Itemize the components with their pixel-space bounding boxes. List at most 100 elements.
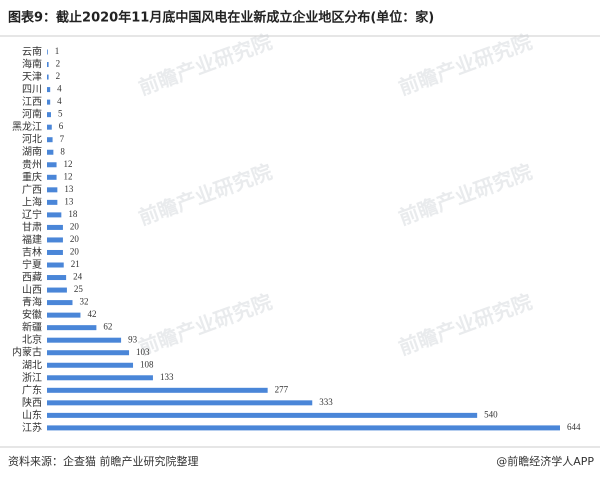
- value-label: 4: [57, 84, 62, 94]
- value-label: 4: [57, 96, 62, 106]
- bar: [47, 74, 49, 80]
- y-tick-label: 浙江: [22, 372, 42, 384]
- y-tick-label: 福建: [22, 233, 42, 246]
- bar: [47, 124, 52, 130]
- y-tick-label: 北京: [22, 333, 42, 346]
- value-label: 62: [103, 322, 112, 332]
- bar: [47, 337, 122, 343]
- bar: [47, 137, 53, 143]
- value-label: 133: [160, 372, 174, 382]
- y-tick-label: 湖南: [22, 145, 42, 158]
- bar: [47, 174, 57, 180]
- value-label: 24: [73, 272, 83, 282]
- y-tick-label: 云南: [22, 45, 42, 58]
- value-label: 8: [60, 146, 65, 156]
- value-label: 2: [56, 59, 61, 69]
- y-tick-label: 重庆: [22, 170, 42, 183]
- value-label: 644: [567, 422, 581, 432]
- bar: [47, 199, 58, 205]
- source-note: 资料来源：企查猫 前瞻产业研究院整理: [8, 454, 199, 468]
- y-tick-label: 广西: [22, 184, 42, 196]
- y-tick-label: 黑龙江: [12, 120, 42, 133]
- value-label: 333: [319, 397, 333, 407]
- bar: [47, 237, 63, 243]
- y-tick-label: 广东: [22, 383, 42, 396]
- y-tick-label: 河北: [22, 134, 42, 146]
- value-label: 540: [484, 409, 498, 419]
- chart-title: 图表9：截止2020年11月底中国风电在业新成立企业地区分布(单位：家): [8, 10, 434, 26]
- y-tick-label: 安徽: [22, 308, 42, 321]
- bar: [47, 350, 130, 356]
- bar: [47, 149, 54, 155]
- value-label: 103: [136, 347, 150, 357]
- bar: [47, 400, 313, 406]
- value-label: 21: [71, 259, 80, 269]
- value-label: 32: [79, 297, 88, 307]
- watermark: 前瞻产业研究院: [135, 159, 275, 229]
- value-label: 18: [68, 209, 78, 219]
- bar: [47, 375, 153, 381]
- y-tick-label: 西藏: [22, 272, 42, 284]
- y-tick-label: 贵州: [22, 158, 42, 171]
- bar: [47, 49, 48, 55]
- y-tick-label: 宁夏: [22, 258, 42, 271]
- bar: [47, 162, 57, 168]
- y-tick-label: 天津: [22, 71, 42, 83]
- bar: [47, 325, 97, 331]
- bar: [47, 425, 560, 431]
- y-tick-label: 江苏: [22, 421, 42, 434]
- bar: [47, 362, 134, 368]
- y-tick-label: 湖北: [22, 359, 42, 371]
- y-tick-label: 山东: [22, 408, 42, 421]
- bar: [47, 224, 63, 230]
- bar: [47, 112, 51, 118]
- watermark: 前瞻产业研究院: [135, 289, 275, 359]
- watermark: 前瞻产业研究院: [395, 29, 535, 99]
- y-tick-label: 山西: [22, 284, 42, 296]
- bar: [47, 87, 51, 93]
- y-tick-label: 新疆: [22, 321, 42, 334]
- value-label: 13: [64, 196, 74, 206]
- bar: [47, 412, 478, 418]
- y-tick-label: 陕西: [22, 396, 42, 409]
- value-label: 5: [58, 109, 63, 119]
- watermark: 前瞻产业研究院: [135, 29, 275, 99]
- bar: [47, 275, 67, 281]
- y-tick-label: 四川: [22, 85, 42, 96]
- bar: [47, 300, 73, 306]
- y-tick-label: 青海: [22, 296, 42, 309]
- value-label: 20: [70, 234, 80, 244]
- y-tick-label: 上海: [22, 195, 42, 208]
- value-label: 20: [70, 247, 80, 257]
- y-tick-label: 吉林: [22, 245, 42, 258]
- watermark: 前瞻产业研究院: [395, 289, 535, 359]
- value-label: 2: [56, 71, 61, 81]
- bar: [47, 249, 63, 255]
- bar: [47, 312, 81, 318]
- watermark: 前瞻产业研究院: [395, 159, 535, 229]
- value-label: 25: [74, 284, 84, 294]
- y-tick-label: 内蒙古: [12, 346, 42, 359]
- value-label: 1: [55, 46, 60, 56]
- value-label: 42: [87, 309, 96, 319]
- value-label: 93: [128, 334, 138, 344]
- y-tick-label: 辽宁: [22, 208, 42, 221]
- bar: [47, 62, 49, 68]
- value-label: 13: [64, 184, 74, 194]
- y-tick-label: 海南: [22, 58, 42, 71]
- value-label: 12: [64, 159, 73, 169]
- y-tick-label: 河南: [22, 108, 42, 121]
- y-tick-label: 江西: [22, 96, 42, 108]
- value-label: 108: [140, 359, 154, 369]
- bar: [47, 387, 268, 393]
- bar: [47, 287, 67, 293]
- bar: [47, 212, 62, 218]
- value-label: 277: [275, 384, 289, 394]
- value-label: 7: [60, 134, 65, 144]
- value-label: 6: [59, 121, 64, 131]
- credit: @前瞻经济学人APP: [496, 454, 594, 468]
- y-tick-label: 甘肃: [22, 220, 42, 233]
- bar: [47, 187, 58, 193]
- bar: [47, 99, 51, 105]
